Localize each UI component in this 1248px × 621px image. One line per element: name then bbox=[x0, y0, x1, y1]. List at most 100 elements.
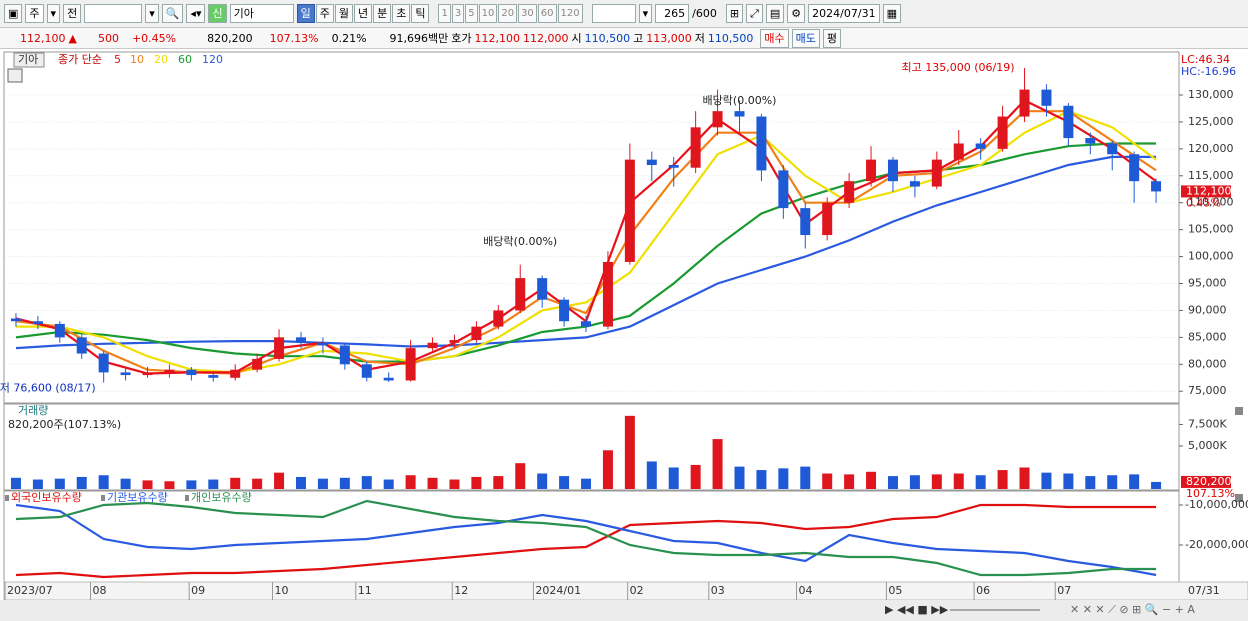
low-label: 저 bbox=[694, 32, 705, 45]
date-input[interactable]: 2024/07/31 bbox=[808, 4, 880, 23]
toolbar-button[interactable]: 일 bbox=[296, 4, 315, 23]
y-tick-label: 105,000 bbox=[1188, 223, 1234, 236]
draw-tools[interactable]: ✕ ✕ ✕ ⟋ ⊘ ⊞ 🔍 − + A bbox=[1070, 602, 1195, 616]
toolbar-button[interactable]: 5 bbox=[465, 4, 478, 23]
volume-bar bbox=[690, 464, 701, 489]
close-icon[interactable] bbox=[1235, 494, 1243, 502]
tool[interactable]: ▤ bbox=[765, 4, 785, 23]
bottom-bar bbox=[0, 600, 1248, 621]
toolbar-button[interactable]: 월 bbox=[334, 4, 353, 23]
dividend-annotation: 배당락(0.00%) bbox=[703, 94, 777, 107]
toolbar-button[interactable]: 년 bbox=[353, 4, 373, 23]
toolbar-button[interactable]: 20 bbox=[498, 4, 518, 23]
prev-button[interactable]: 전 bbox=[63, 4, 82, 23]
toolbar-button[interactable]: 3 bbox=[451, 4, 465, 23]
x-tick-label: 05 bbox=[888, 584, 902, 597]
bid-label: 호가 bbox=[451, 32, 472, 45]
volume-bar bbox=[1129, 474, 1140, 489]
dropdown[interactable]: ▾ bbox=[46, 4, 61, 23]
candle-body bbox=[602, 261, 613, 327]
volume-bar bbox=[361, 476, 372, 489]
calendar[interactable]: ▦ bbox=[882, 4, 901, 23]
x-tick-label: 03 bbox=[711, 584, 725, 597]
y-tick-label: 85,000 bbox=[1188, 330, 1227, 343]
candle-body bbox=[317, 342, 328, 346]
y-tick-label: 100,000 bbox=[1188, 250, 1234, 263]
candle-body bbox=[252, 358, 263, 370]
price-tag-label: 112,100 bbox=[1186, 184, 1232, 197]
y-tick-label: 110,000 bbox=[1188, 196, 1234, 209]
volume-bar bbox=[778, 468, 789, 489]
volume-bar bbox=[756, 470, 767, 489]
tool[interactable]: ⊞ bbox=[725, 4, 744, 23]
x-tick-label: 04 bbox=[799, 584, 813, 597]
toolbar-button[interactable]: 분 bbox=[373, 4, 392, 23]
candle-body bbox=[756, 116, 767, 171]
legend-entry: 120 bbox=[202, 53, 223, 66]
tool[interactable]: ⤢ bbox=[746, 4, 763, 23]
volume-bar bbox=[1041, 472, 1052, 489]
candle-body bbox=[230, 369, 241, 378]
price-panel bbox=[3, 51, 1180, 404]
settings[interactable]: ⚙ bbox=[787, 4, 806, 23]
nav-icons[interactable]: ▶ ◀◀ ■ ▶▶ bbox=[885, 603, 949, 616]
candle-body bbox=[98, 353, 109, 373]
menu-icon[interactable]: ▣ bbox=[4, 4, 23, 23]
sound[interactable]: ◂▾ bbox=[186, 4, 206, 23]
volume-bar bbox=[449, 479, 460, 489]
x-tick-label: 2024/01 bbox=[535, 584, 581, 597]
volume-bar bbox=[1085, 476, 1096, 489]
market-select[interactable]: 주 bbox=[25, 4, 44, 23]
volume-bar bbox=[142, 480, 153, 489]
candle-body bbox=[1063, 105, 1074, 139]
blank-input[interactable] bbox=[591, 4, 636, 23]
holdings-legend: 외국인보유수량 bbox=[11, 491, 82, 504]
price-tag-change: 0.45% bbox=[1186, 196, 1221, 209]
toolbar-button[interactable]: 틱 bbox=[411, 4, 430, 23]
buy-button[interactable]: 매수 bbox=[760, 28, 789, 48]
candle-body bbox=[361, 364, 372, 378]
table-icon[interactable] bbox=[7, 68, 23, 83]
dropdown[interactable]: ▾ bbox=[145, 4, 159, 23]
volume-bar bbox=[1151, 481, 1162, 489]
candle-body bbox=[142, 372, 153, 376]
toolbar-button[interactable]: 1 bbox=[438, 4, 451, 23]
candle-body bbox=[405, 348, 416, 381]
legend-entry: 10 bbox=[130, 53, 144, 66]
volume-subtitle: 820,200주(107.13%) bbox=[8, 418, 121, 431]
toolbar-button[interactable]: 30 bbox=[518, 4, 537, 23]
sell-button[interactable]: 매도 bbox=[791, 28, 820, 48]
count-max: /600 bbox=[692, 7, 717, 20]
search[interactable]: 🔍 bbox=[161, 4, 184, 23]
candle-body bbox=[559, 299, 570, 322]
y-tick-label: -20,000,000 bbox=[1185, 538, 1248, 551]
count[interactable]: 265 bbox=[655, 4, 690, 23]
close-icon[interactable] bbox=[1235, 407, 1243, 415]
candle-body bbox=[54, 323, 65, 338]
toolbar-button[interactable]: 120 bbox=[557, 4, 583, 23]
x-tick-label: 2023/07 bbox=[7, 584, 53, 597]
volume-bar bbox=[186, 480, 197, 489]
x-tick-label: 06 bbox=[976, 584, 990, 597]
candle-body bbox=[624, 159, 635, 262]
y-tick-label: 115,000 bbox=[1188, 169, 1234, 182]
volume-bar bbox=[76, 476, 87, 489]
toolbar-button[interactable]: 60 bbox=[537, 4, 557, 23]
x-tick-label: 09 bbox=[191, 584, 205, 597]
toolbar-button[interactable]: 10 bbox=[478, 4, 498, 23]
candle-body bbox=[537, 278, 548, 300]
legend-swatch bbox=[185, 495, 189, 501]
volume-bar bbox=[32, 479, 43, 489]
avg-button[interactable]: 평 bbox=[822, 28, 842, 48]
candle-body bbox=[1129, 154, 1140, 182]
quote-bar: 112,100 ▲ 500 +0.45% 820,200 107.13% 0.21… bbox=[0, 28, 1248, 49]
volume-tag-ratio: 107.13% bbox=[1186, 487, 1235, 500]
toolbar-button[interactable]: 주 bbox=[315, 4, 334, 23]
hc-label: HC:-16.96 bbox=[1181, 65, 1236, 78]
volume-tag-label: 820,200 bbox=[1186, 475, 1232, 488]
code-input[interactable]: 000270 bbox=[84, 4, 143, 23]
toolbar-button[interactable]: 초 bbox=[392, 4, 411, 23]
dropdown[interactable]: ▾ bbox=[638, 4, 653, 23]
candle-body bbox=[1107, 143, 1118, 155]
